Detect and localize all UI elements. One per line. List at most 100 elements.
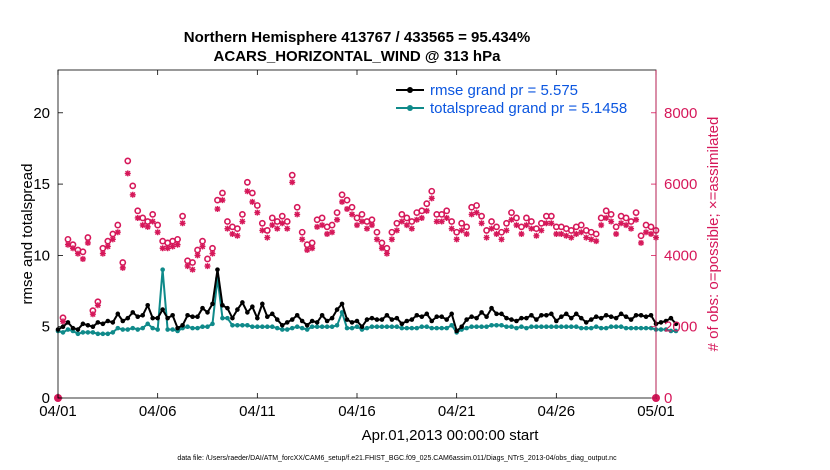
obs-possible-marker — [134, 207, 142, 215]
spread-point — [200, 324, 205, 329]
rmse-point — [354, 318, 360, 324]
obs-assimilated-marker — [398, 218, 405, 225]
obs-assimilated-marker — [393, 227, 400, 234]
rmse-point — [514, 318, 519, 324]
spread-point — [324, 324, 330, 329]
obs-possible-marker — [373, 228, 381, 236]
obs-possible-marker — [622, 214, 630, 222]
obs-possible-marker — [288, 171, 296, 179]
spread-point — [549, 324, 554, 329]
rmse-point — [235, 307, 240, 312]
rmse-point — [309, 318, 315, 324]
rmse-point — [110, 320, 116, 325]
rmse-point — [449, 311, 454, 317]
legend: rmse grand pr = 5.575 totalspread grand … — [396, 82, 627, 117]
rmse-point — [324, 318, 330, 324]
obs-assimilated-marker — [94, 302, 101, 309]
obs-assimilated-marker — [319, 222, 326, 229]
obs-count-layer — [54, 157, 660, 402]
spread-point — [514, 325, 519, 331]
obs-assimilated-marker — [289, 179, 296, 186]
spread-point — [524, 325, 529, 331]
spread-point — [165, 327, 170, 332]
chart-title: Northern Hemisphere 413767 / 433565 = 95… — [184, 29, 530, 46]
rmse-point — [494, 311, 499, 317]
spread-point — [240, 322, 245, 328]
rmse-point — [85, 322, 91, 328]
rmse-point — [534, 317, 539, 322]
spread-point — [304, 327, 310, 332]
spread-point — [638, 325, 644, 331]
rmse-point — [70, 325, 76, 331]
x-tick-label: 04/21 — [438, 403, 476, 420]
obs-assimilated-marker — [344, 206, 351, 213]
rmse-point — [529, 312, 534, 318]
obs-assimilated-marker — [643, 229, 650, 236]
obs-assimilated-marker — [239, 218, 246, 225]
obs-assimilated-marker — [513, 222, 520, 229]
obs-assimilated-marker — [79, 255, 86, 262]
obs-assimilated-marker — [358, 218, 365, 225]
legend-label-spread: totalspread grand pr = 5.1458 — [430, 100, 627, 117]
obs-assimilated-marker — [354, 222, 360, 229]
obs-possible-marker — [149, 210, 157, 218]
obs-assimilated-marker — [558, 231, 565, 237]
spread-point — [618, 324, 624, 329]
obs-assimilated-marker — [284, 225, 291, 232]
obs-assimilated-marker — [84, 239, 91, 246]
obs-possible-marker — [458, 219, 466, 227]
rmse-point — [329, 315, 335, 321]
rmse-point — [419, 314, 425, 320]
spread-point — [544, 324, 549, 329]
rmse-point — [544, 312, 549, 318]
obs-assimilated-marker — [363, 225, 370, 232]
rmse-point — [564, 311, 569, 317]
obs-possible-marker — [129, 182, 137, 190]
obs-assimilated-marker — [184, 263, 191, 270]
rmse-point — [379, 317, 385, 322]
rmse-point — [115, 311, 121, 317]
obs-assimilated-marker — [329, 229, 336, 236]
rmse-point — [628, 317, 634, 322]
rmse-point — [429, 318, 435, 324]
spread-point — [274, 325, 280, 331]
x-tick-label: 04/16 — [338, 403, 376, 420]
obs-assimilated-marker — [593, 238, 600, 245]
chart-subtitle: ACARS_HORIZONTAL_WIND @ 313 hPa — [214, 48, 502, 65]
obs-assimilated-marker — [458, 227, 465, 234]
x-tick-label: 04/11 — [239, 403, 275, 420]
rmse-point — [319, 312, 325, 318]
spread-point — [85, 330, 91, 335]
obs-assimilated-marker — [209, 250, 216, 257]
obs-assimilated-marker — [219, 197, 226, 204]
spread-point — [424, 324, 430, 329]
rmse-point — [140, 312, 146, 318]
obs-assimilated-marker — [269, 222, 276, 229]
rmse-point — [220, 303, 225, 308]
spread-point — [668, 328, 674, 334]
rmse-point — [568, 315, 574, 321]
rmse-point — [598, 315, 604, 321]
x-tick-label: 05/01 — [637, 403, 675, 420]
spread-point — [509, 324, 514, 329]
spread-point — [120, 327, 126, 332]
obs-assimilated-marker — [314, 223, 321, 230]
obs-possible-marker — [224, 218, 231, 225]
rmse-point — [479, 310, 484, 315]
spread-point — [299, 325, 305, 331]
spread-point — [389, 324, 395, 329]
obs-possible-marker — [503, 219, 510, 227]
obs-assimilated-marker — [279, 220, 286, 227]
rmse-point — [554, 318, 559, 324]
obs-assimilated-marker — [483, 234, 490, 241]
y-tick-right-label: 0 — [664, 390, 672, 407]
obs-assimilated-marker — [463, 231, 470, 237]
obs-assimilated-marker — [199, 243, 206, 250]
rmse-point — [489, 305, 494, 311]
spread-point — [464, 325, 469, 331]
spread-point — [145, 321, 150, 327]
rmse-point — [504, 315, 509, 321]
y-tick-label: 5 — [42, 319, 50, 336]
spread-point — [140, 325, 146, 331]
obs-possible-marker — [637, 232, 645, 240]
